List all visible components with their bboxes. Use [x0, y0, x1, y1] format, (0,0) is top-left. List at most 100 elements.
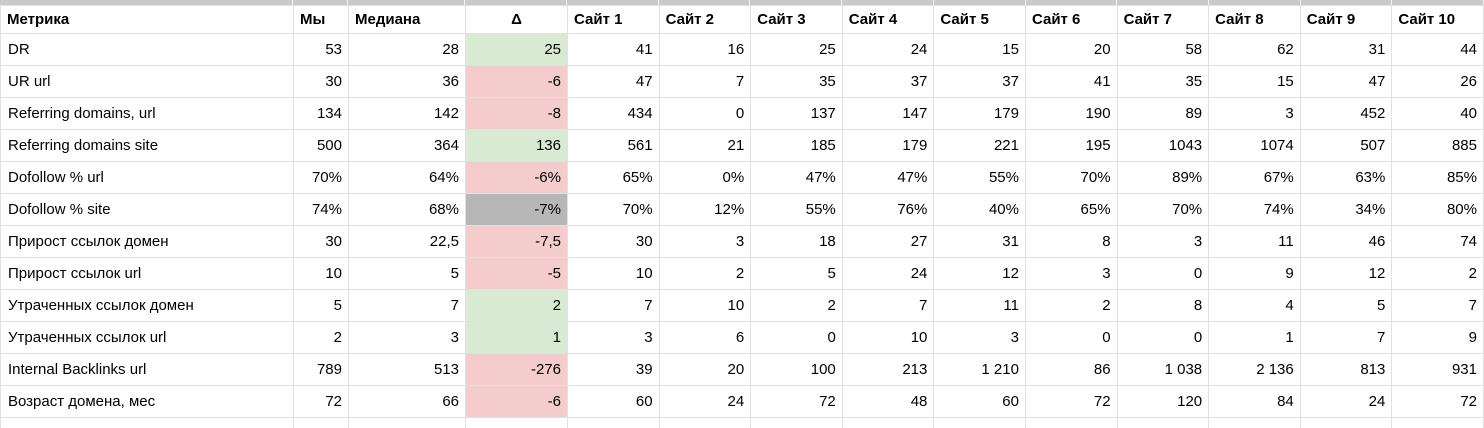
we-value-cell[interactable]: 70% [293, 161, 349, 194]
site-value-cell[interactable]: 89% [1116, 161, 1210, 194]
site-value-cell[interactable]: 434 [567, 97, 660, 130]
column-header[interactable]: Сайт 4 [841, 5, 935, 34]
site-value-cell[interactable]: 84 [1208, 385, 1301, 418]
site-value-cell[interactable]: 34% [1299, 193, 1393, 226]
site-value-cell[interactable]: 62 [1208, 33, 1301, 66]
site-value-cell[interactable]: 2 [1391, 257, 1484, 290]
column-header[interactable]: Сайт 6 [1024, 5, 1118, 34]
delta-value-cell[interactable]: 136 [465, 129, 568, 162]
site-value-cell[interactable]: 0 [1024, 321, 1118, 354]
column-header[interactable]: Метрика [0, 5, 294, 34]
metric-label-cell[interactable]: Referring domains, url [0, 97, 294, 130]
we-value-cell[interactable]: 5 [293, 289, 349, 322]
site-value-cell[interactable]: 8 [1116, 289, 1210, 322]
site-value-cell[interactable]: 3 [1024, 257, 1118, 290]
site-value-cell[interactable]: 31 [1299, 33, 1393, 66]
site-value-cell[interactable]: 100 [750, 353, 843, 386]
column-header[interactable]: Медиана [348, 5, 466, 34]
column-header[interactable]: Сайт 2 [658, 5, 752, 34]
site-value-cell[interactable]: 0 [1116, 257, 1210, 290]
site-value-cell[interactable]: 7 [658, 65, 752, 98]
site-value-cell[interactable]: 74 [1391, 225, 1484, 258]
median-value-cell[interactable]: 142 [348, 97, 466, 130]
we-value-cell[interactable]: 134 [293, 97, 349, 130]
site-value-cell[interactable]: 9 [1391, 321, 1484, 354]
column-header[interactable]: Мы [293, 5, 349, 34]
site-value-cell[interactable]: 931 [1391, 353, 1484, 386]
site-value-cell[interactable]: 10 [841, 321, 935, 354]
site-value-cell[interactable]: 67% [1208, 161, 1301, 194]
site-value-cell[interactable]: 39 [567, 353, 660, 386]
site-value-cell[interactable]: 41 [567, 33, 660, 66]
site-value-cell[interactable]: 0% [658, 161, 752, 194]
site-value-cell[interactable]: 1 210 [933, 353, 1026, 386]
metric-label-cell[interactable]: Прирост ссылок url [0, 257, 294, 290]
site-value-cell[interactable]: 89 [1116, 97, 1210, 130]
median-value-cell[interactable]: 5 [348, 257, 466, 290]
site-value-cell[interactable]: 24 [841, 33, 935, 66]
site-value-cell[interactable]: 46 [1299, 225, 1393, 258]
median-value-cell[interactable]: 36 [348, 65, 466, 98]
site-value-cell[interactable]: 26 [1391, 65, 1484, 98]
delta-value-cell[interactable]: -7% [465, 193, 568, 226]
site-value-cell[interactable]: 25 [750, 33, 843, 66]
median-value-cell[interactable]: 64% [348, 161, 466, 194]
site-value-cell[interactable]: 7 [841, 289, 935, 322]
site-value-cell[interactable]: 31 [933, 225, 1026, 258]
site-value-cell[interactable]: 0 [1116, 321, 1210, 354]
site-value-cell[interactable]: 1 [1208, 321, 1301, 354]
site-value-cell[interactable]: 16 [658, 33, 752, 66]
median-value-cell[interactable]: 364 [348, 129, 466, 162]
site-value-cell[interactable]: 86 [1024, 353, 1118, 386]
column-header[interactable]: Сайт 5 [933, 5, 1026, 34]
site-value-cell[interactable]: 18 [750, 225, 843, 258]
delta-value-cell[interactable]: 2 [465, 289, 568, 322]
site-value-cell[interactable]: 561 [567, 129, 660, 162]
site-value-cell[interactable]: 7 [1299, 321, 1393, 354]
site-value-cell[interactable]: 2 [1024, 289, 1118, 322]
site-value-cell[interactable]: 2 136 [1208, 353, 1301, 386]
site-value-cell[interactable]: 27 [841, 225, 935, 258]
site-value-cell[interactable]: 885 [1391, 129, 1484, 162]
site-value-cell[interactable]: 179 [933, 97, 1026, 130]
delta-value-cell[interactable]: -276 [465, 353, 568, 386]
site-value-cell[interactable]: 147 [841, 97, 935, 130]
delta-value-cell[interactable]: -8 [465, 97, 568, 130]
site-value-cell[interactable]: 47 [567, 65, 660, 98]
site-value-cell[interactable]: 37 [841, 65, 935, 98]
site-value-cell[interactable]: 4 [1208, 289, 1301, 322]
site-value-cell[interactable]: 5 [1299, 289, 1393, 322]
site-value-cell[interactable]: 3 [658, 225, 752, 258]
site-value-cell[interactable]: 11 [1208, 225, 1301, 258]
site-value-cell[interactable]: 58 [1116, 33, 1210, 66]
we-value-cell[interactable]: 500 [293, 129, 349, 162]
site-value-cell[interactable]: 1 038 [1116, 353, 1210, 386]
delta-value-cell[interactable]: 1 [465, 321, 568, 354]
column-header[interactable]: Сайт 10 [1391, 5, 1484, 34]
site-value-cell[interactable]: 8 [1024, 225, 1118, 258]
site-value-cell[interactable]: 55% [933, 161, 1026, 194]
site-value-cell[interactable]: 60 [933, 385, 1026, 418]
metric-label-cell[interactable]: Dofollow % url [0, 161, 294, 194]
site-value-cell[interactable]: 213 [841, 353, 935, 386]
median-value-cell[interactable]: 513 [348, 353, 466, 386]
site-value-cell[interactable]: 20 [1024, 33, 1118, 66]
metric-label-cell[interactable]: Referring domains site [0, 129, 294, 162]
column-header[interactable]: Сайт 8 [1208, 5, 1301, 34]
site-value-cell[interactable]: 44 [1391, 33, 1484, 66]
site-value-cell[interactable]: 452 [1299, 97, 1393, 130]
site-value-cell[interactable]: 195 [1024, 129, 1118, 162]
delta-value-cell[interactable]: 25 [465, 33, 568, 66]
site-value-cell[interactable]: 85% [1391, 161, 1484, 194]
site-value-cell[interactable]: 3 [567, 321, 660, 354]
delta-value-cell[interactable]: -6 [465, 65, 568, 98]
we-value-cell[interactable]: 2 [293, 321, 349, 354]
site-value-cell[interactable]: 12 [933, 257, 1026, 290]
metric-label-cell[interactable]: Возраст домена, мес [0, 385, 294, 418]
site-value-cell[interactable]: 5 [750, 257, 843, 290]
site-value-cell[interactable]: 70% [1116, 193, 1210, 226]
site-value-cell[interactable]: 70% [567, 193, 660, 226]
site-value-cell[interactable]: 507 [1299, 129, 1393, 162]
site-value-cell[interactable]: 35 [1116, 65, 1210, 98]
metric-label-cell[interactable]: Internal Backlinks url [0, 353, 294, 386]
